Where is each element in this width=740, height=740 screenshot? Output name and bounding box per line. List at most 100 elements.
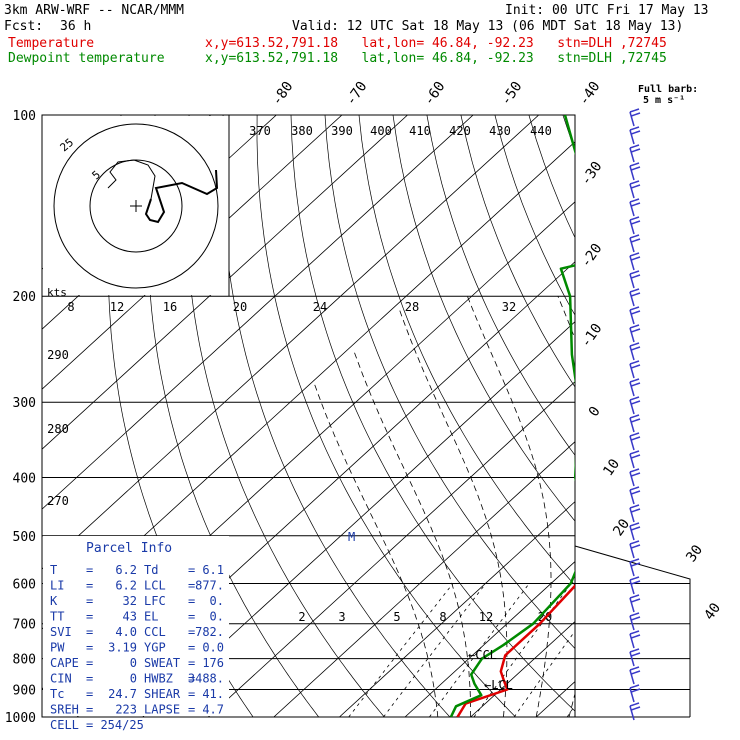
isotherm-line — [470, 621, 575, 717]
wind-barb-flag — [631, 292, 641, 297]
forecast-label: Fcst: — [4, 19, 44, 34]
wind-barb-staff — [629, 165, 635, 181]
pressure-tick-label: 400 — [13, 471, 36, 486]
pressure-tick-label: 200 — [13, 290, 36, 305]
parcel-row-eq: = — [188, 579, 195, 593]
wind-barb — [629, 684, 641, 703]
wind-barb — [629, 342, 641, 361]
moist-adiabat-line — [352, 349, 472, 717]
parcel-row-value: 6.2 — [115, 563, 137, 577]
wind-barb-staff — [629, 381, 635, 397]
wind-barb-flag — [629, 180, 640, 185]
parcel-row-key: SREH — [50, 703, 79, 717]
hodograph-speed-label: 16 — [163, 300, 177, 314]
pressure-tick-label: 800 — [13, 653, 36, 668]
parcel-row-key: TT — [50, 610, 64, 624]
wind-barb-staff — [629, 651, 635, 667]
wind-barb — [629, 396, 641, 415]
wind-barb-flag — [631, 454, 641, 459]
parcel-row-eq: = — [188, 687, 195, 701]
parcel-row-key: CIN — [50, 672, 72, 686]
wind-barb-flag — [629, 594, 640, 599]
parcel-row-key: LFC — [144, 594, 166, 608]
hodograph-trace — [144, 169, 219, 224]
parcel-row-key: Td — [144, 563, 158, 577]
isotherm-line — [404, 561, 575, 717]
dry-adiabat-line — [562, 115, 575, 151]
isotherm-label: -40 — [576, 79, 604, 109]
wind-barb-flag — [629, 270, 640, 275]
wind-barb-flag — [629, 126, 640, 131]
wind-barb-flag — [629, 324, 640, 329]
wind-barb — [629, 432, 641, 451]
dry-adiabat-line — [290, 115, 575, 712]
wind-barb-flag — [631, 364, 641, 369]
wind-barb-flag — [629, 252, 640, 257]
hodograph-speed-label: 24 — [313, 300, 327, 314]
wind-barb-flag — [629, 144, 640, 149]
mixing-ratio-line — [348, 583, 454, 717]
parcel-row-value: 0. — [210, 594, 224, 608]
pressure-tick-label: 600 — [13, 577, 36, 592]
wind-barb-flag — [631, 616, 641, 621]
wind-barb-flag — [629, 342, 640, 347]
moist-adiabat-line — [557, 296, 575, 717]
parcel-row-eq: = — [86, 672, 93, 686]
wind-barb-staff — [629, 471, 635, 487]
wind-barb-flag — [629, 540, 640, 545]
wind-barb-flag — [629, 684, 640, 689]
wind-barb-staff — [629, 705, 635, 721]
temperature-trace — [456, 584, 575, 717]
init-time: Init: 00 UTC Fri 17 May 13 — [505, 3, 709, 18]
wind-barb-flag — [629, 306, 640, 311]
wind-barb — [629, 486, 641, 505]
wind-barb-flag — [629, 198, 640, 203]
isotherm-label: 30 — [683, 542, 706, 565]
wind-barb-flag — [631, 562, 641, 567]
isotherm-line — [142, 321, 575, 717]
theta-label: 280 — [47, 422, 69, 436]
wind-barb-staff — [629, 237, 635, 253]
theta-label: 420 — [449, 124, 471, 138]
wind-barb-flag — [631, 652, 641, 657]
wind-barb-flag — [629, 450, 640, 455]
wind-barb-staff — [629, 291, 635, 307]
wind-barb-flag — [629, 630, 640, 635]
moist-adiabat-line — [398, 308, 508, 717]
parcel-row-key: HWBZ — [144, 672, 173, 686]
theta-label: 380 — [291, 124, 313, 138]
wind-barb-flag — [631, 508, 641, 513]
wind-barb — [629, 234, 641, 253]
hodograph-ring-outer — [53, 123, 219, 289]
wind-barb — [629, 270, 641, 289]
wind-barb — [629, 666, 641, 685]
wind-barb — [629, 198, 641, 217]
parcel-row-key: PW — [50, 641, 65, 655]
wind-barb-staff — [629, 129, 635, 145]
parcel-row-eq: = — [188, 625, 195, 639]
wind-barb-flag — [631, 310, 641, 315]
wind-barb-flag — [629, 378, 640, 383]
mixing-ratio-line — [513, 630, 575, 717]
parcel-row-key: LI — [50, 579, 64, 593]
wind-barb-flag — [631, 490, 641, 495]
wind-barb — [629, 144, 641, 163]
dry-adiabat-line — [392, 115, 575, 522]
wind-barb-flag — [631, 526, 641, 531]
wind-barb-flag — [629, 468, 640, 473]
dry-adiabat-line — [699, 115, 740, 730]
hodograph-ring-inner — [89, 159, 183, 253]
temperature-legend: Temperature — [8, 36, 95, 51]
parcel-row-value: 223 — [115, 703, 137, 717]
wind-barb-staff — [629, 561, 635, 577]
parcel-row-value: 41. — [202, 687, 224, 701]
wind-barb-staff — [629, 669, 635, 685]
wind-barb — [629, 702, 641, 721]
wind-barb-flag — [629, 504, 640, 509]
wind-barb-staff — [629, 489, 635, 505]
wind-barb-flag — [631, 436, 641, 441]
wind-barb-flag — [629, 702, 640, 707]
parcel-row-eq: = — [86, 656, 93, 670]
